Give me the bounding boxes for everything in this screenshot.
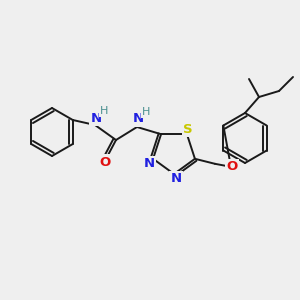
Text: N: N [132, 112, 144, 125]
Text: N: N [90, 112, 102, 124]
Text: O: O [99, 155, 111, 169]
Text: H: H [142, 107, 150, 117]
Text: N: N [143, 157, 155, 170]
Text: N: N [170, 172, 182, 185]
Text: H: H [100, 106, 108, 116]
Text: O: O [226, 160, 238, 173]
Text: S: S [183, 123, 193, 136]
